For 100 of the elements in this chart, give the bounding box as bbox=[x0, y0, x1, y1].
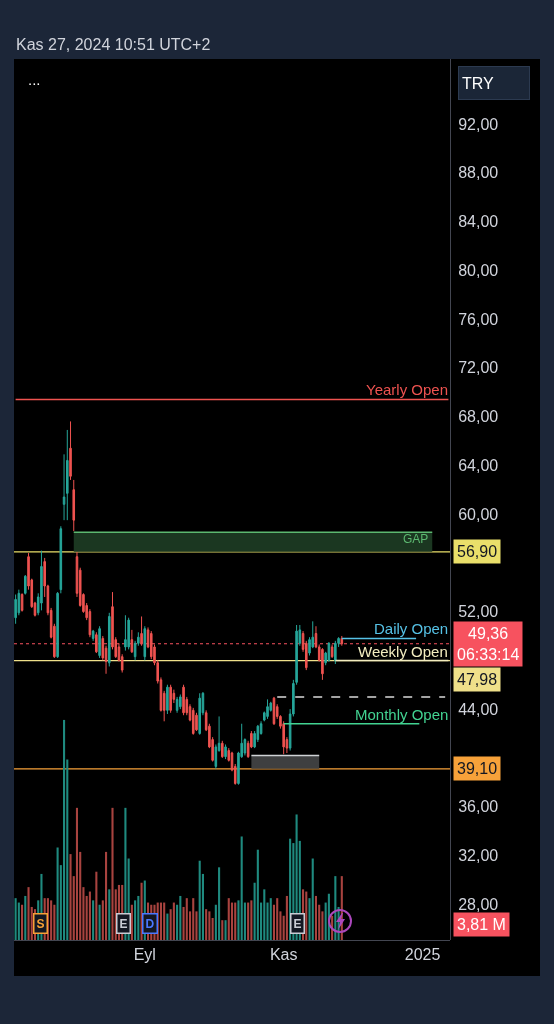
candlestick bbox=[72, 479, 76, 532]
bar bbox=[95, 871, 98, 940]
y-tick-label: 60,00 bbox=[458, 505, 499, 523]
candlestick bbox=[98, 625, 101, 659]
candlestick bbox=[69, 420, 72, 481]
bar bbox=[14, 898, 17, 940]
candlestick bbox=[40, 550, 43, 611]
y-tick-label: 52,00 bbox=[458, 603, 499, 621]
y-tick-label: 80,00 bbox=[458, 261, 499, 279]
bar bbox=[130, 904, 133, 940]
y-tick-label: 92,00 bbox=[458, 115, 499, 133]
y-tick-label: 88,00 bbox=[458, 164, 499, 182]
bar bbox=[63, 719, 66, 940]
candlestick bbox=[124, 614, 127, 652]
annotation: E bbox=[119, 916, 128, 931]
candlestick bbox=[198, 692, 201, 736]
series-label: Monthly Open bbox=[355, 706, 449, 723]
x-tick-label: 2025 bbox=[404, 946, 441, 964]
bar bbox=[230, 902, 234, 940]
bar bbox=[21, 904, 24, 940]
bar bbox=[92, 900, 95, 940]
bar bbox=[17, 902, 20, 940]
bar bbox=[218, 867, 221, 940]
annotation: S bbox=[36, 916, 45, 931]
ref-line-label: 39,10 bbox=[457, 760, 498, 777]
bar bbox=[98, 904, 101, 940]
y-tick-label: 36,00 bbox=[458, 798, 499, 816]
candlestick bbox=[334, 640, 337, 665]
ref-line-label: 49,36 06:33:14 bbox=[457, 625, 520, 663]
text: 3,81 M bbox=[457, 916, 506, 933]
candlestick bbox=[107, 612, 111, 667]
ref-line-label: 47,98 bbox=[457, 671, 498, 688]
candlestick bbox=[221, 740, 224, 759]
bar bbox=[104, 851, 108, 940]
candlestick bbox=[340, 635, 344, 647]
bar bbox=[227, 898, 230, 940]
bar bbox=[166, 913, 169, 940]
candlestick bbox=[224, 743, 227, 760]
bar bbox=[192, 898, 195, 940]
candlestick bbox=[330, 644, 334, 659]
bar bbox=[185, 898, 188, 940]
bar bbox=[27, 887, 30, 940]
y-tick-label: 76,00 bbox=[458, 310, 499, 328]
candlestick bbox=[95, 631, 98, 654]
candlestick bbox=[130, 629, 134, 654]
bar bbox=[269, 898, 272, 940]
series-label: GAP bbox=[403, 532, 429, 546]
candlestick bbox=[179, 693, 182, 710]
annotation: E bbox=[293, 916, 302, 931]
bar bbox=[137, 895, 140, 940]
candlestick bbox=[66, 429, 69, 521]
bar bbox=[172, 902, 175, 940]
candlestick bbox=[59, 525, 63, 594]
candlestick bbox=[195, 712, 198, 732]
bar bbox=[285, 895, 288, 940]
candlestick bbox=[327, 641, 331, 663]
candlestick bbox=[321, 647, 324, 681]
bar bbox=[69, 854, 72, 940]
bar bbox=[198, 860, 201, 940]
bar bbox=[88, 891, 91, 940]
bar bbox=[134, 900, 137, 940]
ref-line-label: 56,90 bbox=[457, 543, 498, 560]
bar bbox=[256, 849, 259, 940]
y-tick-label: 68,00 bbox=[458, 408, 499, 426]
bar bbox=[179, 895, 182, 940]
bar bbox=[208, 911, 211, 940]
bar bbox=[311, 858, 314, 940]
chart-subtitle: Kas 27, 2024 10:51 UTC+2 bbox=[16, 36, 211, 53]
y-axis-title: TRY bbox=[462, 74, 495, 92]
candlestick bbox=[166, 684, 169, 715]
candlestick bbox=[191, 707, 195, 736]
candlestick bbox=[14, 594, 17, 625]
bar bbox=[75, 807, 79, 940]
candlestick bbox=[91, 629, 95, 642]
y-tick-label: 64,00 bbox=[458, 456, 499, 474]
candlestick bbox=[182, 684, 185, 716]
x-tick-label: Kas bbox=[269, 946, 298, 964]
bar bbox=[205, 909, 208, 940]
y-tick-label: 44,00 bbox=[458, 700, 499, 718]
x-tick-label: Eyl bbox=[133, 946, 156, 964]
series-label: Daily Open bbox=[374, 620, 449, 637]
bar bbox=[108, 889, 111, 940]
candlestick bbox=[266, 698, 269, 720]
series-label: Yearly Open bbox=[366, 381, 449, 398]
bar bbox=[163, 902, 166, 940]
y-tick-label: 32,00 bbox=[458, 847, 499, 864]
candlestick bbox=[169, 684, 172, 714]
candlestick bbox=[175, 696, 179, 714]
y-tick-label: 84,00 bbox=[458, 213, 499, 231]
bar bbox=[263, 889, 266, 940]
candlestick bbox=[24, 574, 27, 596]
candlestick bbox=[56, 591, 59, 659]
candlestick bbox=[20, 592, 24, 613]
bar bbox=[24, 895, 27, 940]
bar bbox=[50, 900, 53, 940]
bar bbox=[250, 900, 253, 940]
bar bbox=[111, 807, 114, 940]
y-tick-label: 72,00 bbox=[458, 359, 499, 377]
bar bbox=[247, 902, 250, 940]
series-label: Weekly Open bbox=[358, 643, 448, 660]
